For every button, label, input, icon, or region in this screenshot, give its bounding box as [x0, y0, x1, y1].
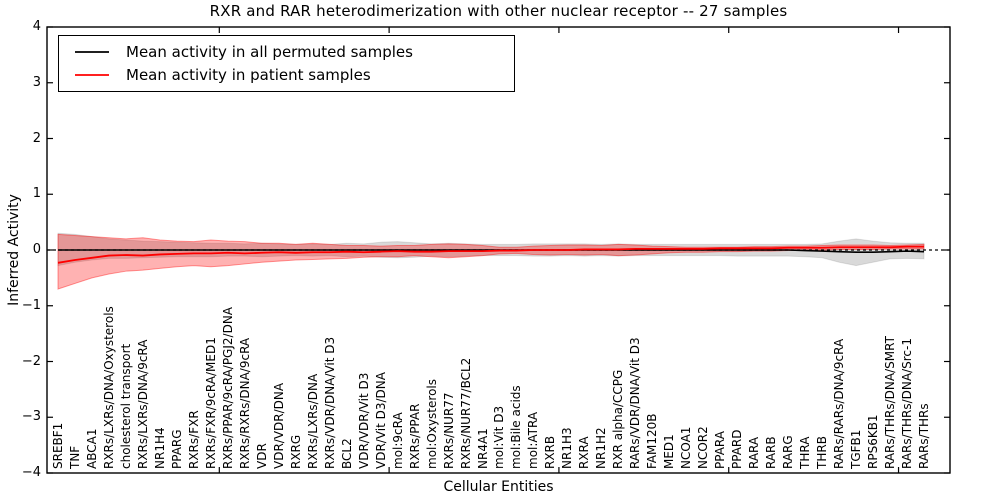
x-category-label: RPS6KB1: [866, 414, 881, 469]
legend-label-permuted: Mean activity in all permuted samples: [126, 42, 413, 61]
x-category-label: RXRs/LXRs/DNA/Oxysterols: [101, 306, 116, 469]
x-category-label: PPARG: [169, 429, 184, 469]
x-category-label: VDR/Vit D3/DNA: [373, 372, 388, 469]
y-tick-label: −2: [21, 353, 41, 369]
legend: Mean activity in all permuted samples Me…: [58, 35, 515, 92]
x-category-label: TGFB1: [849, 429, 864, 469]
legend-entry-patient: Mean activity in patient samples: [75, 66, 514, 84]
x-category-label: RXRA: [577, 436, 592, 469]
x-category-label: ABCA1: [84, 428, 99, 469]
y-tick-label: 3: [32, 74, 41, 90]
x-category-label: RXRG: [288, 434, 303, 469]
x-category-label: RARs/THRs: [917, 403, 931, 469]
x-category-label: RARA: [747, 436, 762, 469]
x-category-label: NR1H2: [594, 427, 609, 469]
x-category-label: BCL2: [339, 438, 354, 469]
x-category-label: mol:Vit D3: [492, 405, 507, 469]
x-category-label: RXRs/VDR/DNA/Vit D3: [322, 336, 337, 469]
x-category-label: RXRs/NUR77: [441, 392, 456, 469]
x-category-label: RARs/THRs/DNA/SMRT: [883, 336, 898, 469]
x-category-label: THRB: [815, 436, 830, 469]
x-category-label: RARs/RARs/DNA/9cRA: [832, 338, 847, 469]
x-category-label: mol:ATRA: [526, 411, 541, 469]
x-category-label: NCOA1: [679, 426, 694, 469]
chart-title: RXR and RAR heterodimerization with othe…: [209, 2, 788, 20]
x-category-label: RXRs/RXRs/DNA/9cRA: [237, 337, 252, 469]
x-category-label: RXR alpha/CCPG: [611, 369, 626, 469]
x-category-label: PPARA: [713, 431, 728, 469]
x-category-label: NR1H4: [152, 427, 167, 469]
x-category-label: NCOR2: [696, 426, 711, 469]
x-category-label: NR1H3: [560, 427, 575, 469]
x-category-label: RXRs/LXRs/DNA: [305, 373, 320, 469]
x-category-label: RARB: [764, 436, 779, 469]
x-category-label: RARs/THRs/DNA/Src-1: [900, 338, 915, 469]
x-category-label: RARG: [781, 435, 796, 469]
patient-mean-line: [57, 245, 924, 264]
x-category-label: VDR/VDR/Vit D3: [356, 372, 371, 469]
x-category-label: TNF: [67, 445, 82, 469]
x-category-label: FAM120B: [645, 413, 660, 470]
x-category-label: RXRs/NUR77/BCL2: [458, 357, 473, 469]
y-tick-label: 1: [32, 186, 41, 202]
x-category-label: SREBF1: [51, 422, 65, 469]
x-category-label: mol:Oxysterols: [424, 379, 439, 469]
x-category-label: THRA: [798, 436, 813, 469]
x-category-label: VDR: [254, 443, 269, 469]
y-tick-label: 4: [32, 19, 41, 34]
x-category-label: MED1: [662, 434, 677, 469]
legend-line-sample-red: [75, 74, 109, 77]
y-tick-label: −3: [21, 409, 41, 425]
x-category-label: PPARD: [730, 429, 745, 470]
x-category-label: RXRs/PPAR: [407, 403, 422, 469]
x-category-label: mol:9cRA: [390, 412, 405, 469]
legend-line-sample-black: [75, 50, 109, 53]
x-category-label: RXRs/LXRs/DNA/9cRA: [135, 339, 150, 470]
x-category-label: VDR/VDR/DNA: [271, 382, 286, 469]
x-category-label: mol:Bile acids: [509, 385, 524, 469]
patient-band: [57, 233, 925, 290]
x-category-label: RXRB: [543, 435, 558, 469]
x-category-label: cholesterol transport: [118, 343, 133, 469]
x-category-label: RXRs/FXR: [186, 410, 201, 469]
y-tick-label: 2: [32, 130, 41, 146]
legend-label-patient: Mean activity in patient samples: [126, 66, 371, 85]
y-tick-label: −1: [21, 297, 41, 313]
x-category-label: RXRs/PPAR/9cRA/PGJ2/DNA: [220, 307, 235, 469]
x-category-label: NR4A1: [475, 428, 490, 469]
y-tick-label: 0: [32, 242, 41, 257]
x-category-label: RXRs/FXR/9cRA/MED1: [203, 337, 218, 469]
legend-entry-permuted: Mean activity in all permuted samples: [75, 43, 514, 61]
y-tick-label: −4: [21, 465, 41, 480]
x-axis-label: Cellular Entities: [443, 479, 554, 495]
x-category-label: RARs/VDR/DNA/Vit D3: [628, 337, 643, 469]
